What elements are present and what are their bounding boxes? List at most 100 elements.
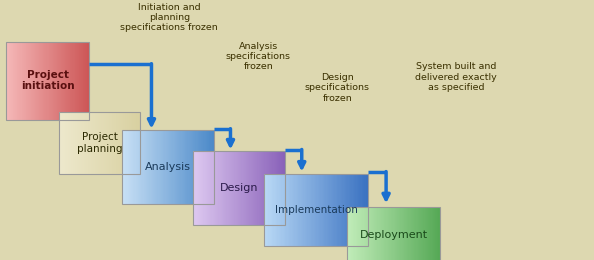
Bar: [27, 42, 28, 120]
Bar: [258, 151, 260, 225]
Bar: [323, 174, 324, 246]
Bar: [46, 42, 48, 120]
Bar: [418, 207, 419, 260]
Bar: [337, 174, 339, 246]
Bar: [113, 112, 115, 174]
Text: Deployment: Deployment: [359, 230, 428, 240]
Bar: [31, 42, 32, 120]
Bar: [58, 42, 59, 120]
Bar: [277, 174, 279, 246]
Bar: [193, 151, 285, 225]
Bar: [347, 207, 349, 260]
Bar: [261, 151, 262, 225]
Bar: [367, 207, 368, 260]
Bar: [252, 151, 253, 225]
Bar: [135, 112, 137, 174]
Bar: [64, 112, 65, 174]
Bar: [121, 112, 122, 174]
Bar: [274, 174, 276, 246]
Bar: [349, 207, 350, 260]
Bar: [6, 42, 7, 120]
Bar: [412, 207, 413, 260]
Bar: [394, 207, 396, 260]
Bar: [144, 130, 145, 204]
Bar: [289, 174, 290, 246]
Bar: [326, 174, 327, 246]
Bar: [124, 130, 125, 204]
Bar: [424, 207, 425, 260]
Bar: [271, 174, 272, 246]
Bar: [40, 42, 42, 120]
Bar: [213, 130, 214, 204]
Bar: [273, 151, 274, 225]
Bar: [308, 174, 310, 246]
Bar: [286, 174, 287, 246]
Bar: [359, 207, 360, 260]
Bar: [108, 112, 109, 174]
Bar: [34, 42, 35, 120]
Bar: [124, 112, 125, 174]
Bar: [188, 130, 189, 204]
Bar: [386, 207, 387, 260]
Bar: [403, 207, 404, 260]
Bar: [264, 174, 266, 246]
Bar: [285, 174, 286, 246]
Bar: [64, 42, 65, 120]
Bar: [71, 112, 72, 174]
Bar: [351, 207, 352, 260]
Bar: [201, 151, 202, 225]
Bar: [146, 130, 147, 204]
Bar: [304, 174, 305, 246]
Bar: [185, 130, 186, 204]
Bar: [254, 151, 255, 225]
Bar: [266, 151, 267, 225]
Bar: [416, 207, 418, 260]
Bar: [409, 207, 410, 260]
Bar: [361, 207, 362, 260]
Bar: [381, 207, 382, 260]
Bar: [71, 42, 72, 120]
Bar: [298, 174, 299, 246]
Bar: [112, 112, 113, 174]
Bar: [28, 42, 29, 120]
Bar: [345, 174, 346, 246]
Bar: [272, 174, 273, 246]
Bar: [82, 42, 83, 120]
Bar: [96, 112, 97, 174]
Bar: [99, 112, 100, 174]
Bar: [132, 130, 133, 204]
Bar: [131, 130, 132, 204]
Bar: [365, 207, 366, 260]
Bar: [276, 174, 277, 246]
Bar: [156, 130, 157, 204]
Bar: [90, 112, 91, 174]
Bar: [387, 207, 388, 260]
Bar: [198, 151, 199, 225]
Bar: [48, 42, 49, 120]
Bar: [399, 207, 400, 260]
Bar: [209, 130, 210, 204]
Bar: [137, 130, 138, 204]
Bar: [147, 130, 148, 204]
Bar: [69, 42, 71, 120]
Bar: [276, 151, 277, 225]
Bar: [168, 130, 169, 204]
Bar: [307, 174, 308, 246]
Bar: [17, 42, 18, 120]
Bar: [400, 207, 402, 260]
Bar: [6, 42, 89, 120]
Bar: [331, 174, 332, 246]
Bar: [183, 130, 184, 204]
Bar: [355, 174, 356, 246]
Text: System built and
delivered exactly
as specified: System built and delivered exactly as sp…: [415, 62, 497, 92]
Bar: [311, 174, 312, 246]
Bar: [437, 207, 438, 260]
Bar: [115, 112, 116, 174]
Bar: [312, 174, 314, 246]
Bar: [213, 151, 214, 225]
Bar: [246, 151, 247, 225]
Bar: [7, 42, 8, 120]
Bar: [140, 130, 141, 204]
Bar: [41, 42, 42, 120]
Bar: [59, 112, 140, 174]
